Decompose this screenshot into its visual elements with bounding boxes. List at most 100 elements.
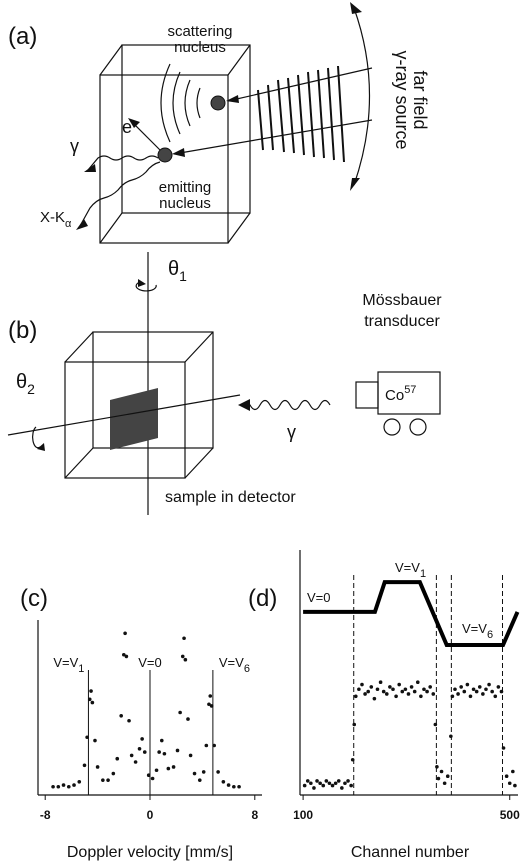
theta-text: θ (168, 258, 179, 280)
theta-sub: 2 (27, 381, 35, 397)
data-point (413, 690, 417, 694)
source-label: far field (410, 70, 430, 129)
data-point (328, 781, 332, 785)
level-label-text: V=V (395, 560, 420, 575)
detector-b (8, 252, 240, 515)
data-point (315, 779, 319, 783)
electron-label: e- (122, 116, 136, 137)
scattering-label: scattering (167, 23, 232, 40)
transducer (238, 372, 440, 435)
data-point (57, 785, 61, 789)
data-point (143, 750, 147, 754)
data-point (101, 778, 105, 782)
data-point (513, 784, 517, 788)
data-point (472, 687, 476, 691)
data-point (497, 685, 501, 689)
scattering-label: nucleus (174, 39, 226, 56)
data-point (394, 695, 398, 699)
data-point (212, 744, 216, 748)
data-point (340, 786, 344, 790)
data-point (451, 695, 455, 699)
data-point (419, 695, 423, 699)
data-point (337, 779, 341, 783)
data-point (140, 737, 144, 741)
data-point (83, 764, 87, 768)
panel-label: (a) (8, 23, 37, 50)
electron-text: e (122, 117, 132, 137)
data-point (416, 680, 420, 684)
transducer-label: Mössbauer (362, 292, 442, 309)
data-point (96, 765, 100, 769)
data-point (93, 739, 97, 743)
transducer-label: transducer (364, 313, 440, 330)
data-point (478, 685, 482, 689)
emitting-label: emitting (159, 179, 212, 196)
x-tick-label: 0 (147, 808, 154, 822)
data-point (388, 685, 392, 689)
data-point (155, 768, 159, 772)
data-point (119, 714, 123, 718)
data-point (363, 692, 367, 696)
data-point (443, 781, 447, 785)
data-point (88, 698, 92, 702)
data-point (216, 770, 220, 774)
data-point (435, 765, 439, 769)
data-point (151, 777, 155, 781)
level-label-text: V=V (462, 621, 487, 636)
data-point (208, 694, 212, 698)
data-point (62, 783, 66, 787)
panel-label: (c) (20, 585, 48, 612)
data-point (422, 687, 426, 691)
gamma-label: γ (70, 136, 79, 156)
theta-text: θ (16, 371, 27, 393)
source-sup: 57 (404, 384, 416, 396)
data-point (397, 683, 401, 687)
data-point (112, 772, 116, 776)
electron-sup: - (132, 116, 136, 128)
data-point (306, 779, 310, 783)
data-point (198, 778, 202, 782)
data-point (189, 754, 193, 758)
data-point (115, 757, 119, 761)
data-point (127, 719, 131, 723)
marker-label-text: V=V (53, 655, 78, 670)
data-point (167, 767, 171, 771)
source-text: Co (385, 387, 404, 404)
data-point (205, 744, 209, 748)
data-point (431, 692, 435, 696)
x-tick-label: 500 (500, 808, 520, 822)
x-tick-label: 8 (251, 808, 258, 822)
data-point (85, 735, 89, 739)
data-point (481, 692, 485, 696)
marker-label: V=V6 (219, 655, 250, 675)
cube-a (100, 45, 250, 243)
data-point (437, 777, 441, 781)
data-point (193, 772, 197, 776)
data-point (346, 779, 350, 783)
data-point (134, 760, 138, 764)
data-point (500, 690, 504, 694)
data-point (91, 701, 95, 705)
data-point (72, 783, 76, 787)
data-point (462, 690, 466, 694)
data-point (186, 717, 190, 721)
marker-label-text: V=V (219, 655, 244, 670)
data-point (484, 687, 488, 691)
emitting-label: nucleus (159, 195, 211, 212)
sample-label: sample in detector (165, 489, 296, 506)
x-tick-label: 100 (293, 808, 313, 822)
level-label: V=0 (307, 590, 331, 605)
data-point (511, 770, 515, 774)
data-point (343, 781, 347, 785)
data-point (125, 655, 129, 659)
x-axis-label: Doppler velocity [mm/s] (67, 844, 233, 861)
panel-label: (d) (248, 585, 277, 612)
x-tick-label: -8 (40, 808, 51, 822)
data-point (449, 734, 453, 738)
data-point (181, 655, 185, 659)
data-point (210, 704, 214, 708)
data-point (366, 690, 370, 694)
data-point (369, 685, 373, 689)
data-point (475, 690, 479, 694)
data-point (505, 774, 509, 778)
